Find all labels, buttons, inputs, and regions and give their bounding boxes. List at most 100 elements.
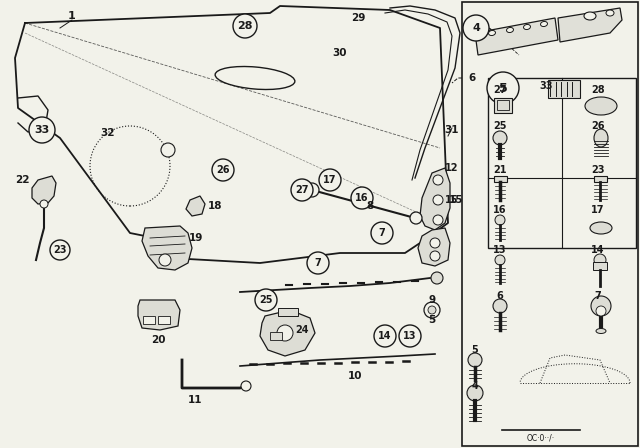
Circle shape <box>241 381 251 391</box>
Text: 16: 16 <box>493 205 507 215</box>
Text: 22: 22 <box>15 175 29 185</box>
Text: 9: 9 <box>428 295 436 305</box>
Circle shape <box>277 325 293 341</box>
Bar <box>548 80 580 98</box>
Bar <box>593 262 607 270</box>
Circle shape <box>305 183 319 197</box>
Bar <box>462 2 638 446</box>
Circle shape <box>161 143 175 157</box>
Text: 27: 27 <box>295 185 308 195</box>
Text: 8: 8 <box>366 201 374 211</box>
Circle shape <box>431 272 443 284</box>
Circle shape <box>50 240 70 260</box>
Circle shape <box>430 251 440 261</box>
Text: 5: 5 <box>428 315 436 325</box>
Text: 25: 25 <box>259 295 273 305</box>
Text: 29: 29 <box>351 13 365 23</box>
Circle shape <box>319 169 341 191</box>
Circle shape <box>428 306 436 314</box>
Text: OC·0··/·: OC·0··/· <box>527 434 555 443</box>
Text: 28: 28 <box>591 85 605 95</box>
Polygon shape <box>260 310 315 356</box>
Bar <box>488 78 636 248</box>
Ellipse shape <box>488 30 495 35</box>
Text: 16: 16 <box>355 193 369 203</box>
Text: 23: 23 <box>53 245 67 255</box>
Ellipse shape <box>541 22 547 26</box>
Text: 33: 33 <box>540 81 553 91</box>
Text: 13: 13 <box>403 331 417 341</box>
Ellipse shape <box>594 129 608 147</box>
Polygon shape <box>420 168 450 230</box>
Circle shape <box>291 179 313 201</box>
Ellipse shape <box>590 222 612 234</box>
Circle shape <box>29 117 55 143</box>
Ellipse shape <box>584 12 596 20</box>
Text: 7: 7 <box>315 258 321 268</box>
Polygon shape <box>32 176 56 204</box>
Text: 6: 6 <box>468 73 476 83</box>
Text: 27: 27 <box>493 85 507 95</box>
Text: 7: 7 <box>595 291 602 301</box>
Circle shape <box>424 302 440 318</box>
Circle shape <box>495 215 505 225</box>
Text: 11: 11 <box>188 395 202 405</box>
Bar <box>278 308 298 316</box>
Polygon shape <box>558 8 622 42</box>
Ellipse shape <box>606 10 614 16</box>
Circle shape <box>433 215 443 225</box>
Circle shape <box>596 306 606 316</box>
Circle shape <box>493 299 507 313</box>
Bar <box>143 316 155 324</box>
Text: 6: 6 <box>497 291 504 301</box>
Circle shape <box>493 131 507 145</box>
Ellipse shape <box>524 25 531 30</box>
Text: 28: 28 <box>237 21 253 31</box>
Circle shape <box>159 254 171 266</box>
Ellipse shape <box>596 328 606 333</box>
Circle shape <box>351 187 373 209</box>
Bar <box>497 100 509 110</box>
Text: 13: 13 <box>493 245 507 255</box>
Circle shape <box>463 15 489 41</box>
Ellipse shape <box>215 66 295 90</box>
Circle shape <box>255 289 277 311</box>
Circle shape <box>487 72 519 104</box>
Polygon shape <box>142 226 192 270</box>
Text: 33: 33 <box>35 125 50 135</box>
Circle shape <box>40 200 48 208</box>
Circle shape <box>430 238 440 248</box>
Polygon shape <box>186 196 205 216</box>
Text: 18: 18 <box>208 201 222 211</box>
Text: 12: 12 <box>445 163 459 173</box>
Text: 5: 5 <box>499 82 508 95</box>
Circle shape <box>212 159 234 181</box>
Ellipse shape <box>585 97 617 115</box>
Circle shape <box>371 222 393 244</box>
Circle shape <box>410 212 422 224</box>
Circle shape <box>594 254 606 266</box>
Text: 17: 17 <box>591 205 605 215</box>
Circle shape <box>433 195 443 205</box>
Circle shape <box>307 252 329 274</box>
Text: 24: 24 <box>295 325 308 335</box>
Text: 15: 15 <box>449 195 463 205</box>
Ellipse shape <box>506 27 513 33</box>
Bar <box>494 98 512 113</box>
Text: 14: 14 <box>378 331 392 341</box>
Text: 15: 15 <box>445 195 459 205</box>
Text: 21: 21 <box>493 165 507 175</box>
Circle shape <box>233 14 257 38</box>
Polygon shape <box>475 18 558 55</box>
Bar <box>158 316 170 324</box>
Circle shape <box>495 255 505 265</box>
Polygon shape <box>418 228 450 266</box>
Text: 31: 31 <box>445 125 460 135</box>
Text: 7: 7 <box>379 228 385 238</box>
Bar <box>594 176 607 182</box>
Text: 17: 17 <box>323 175 337 185</box>
Bar <box>494 176 507 182</box>
Circle shape <box>374 325 396 347</box>
Circle shape <box>433 175 443 185</box>
Polygon shape <box>138 300 180 330</box>
